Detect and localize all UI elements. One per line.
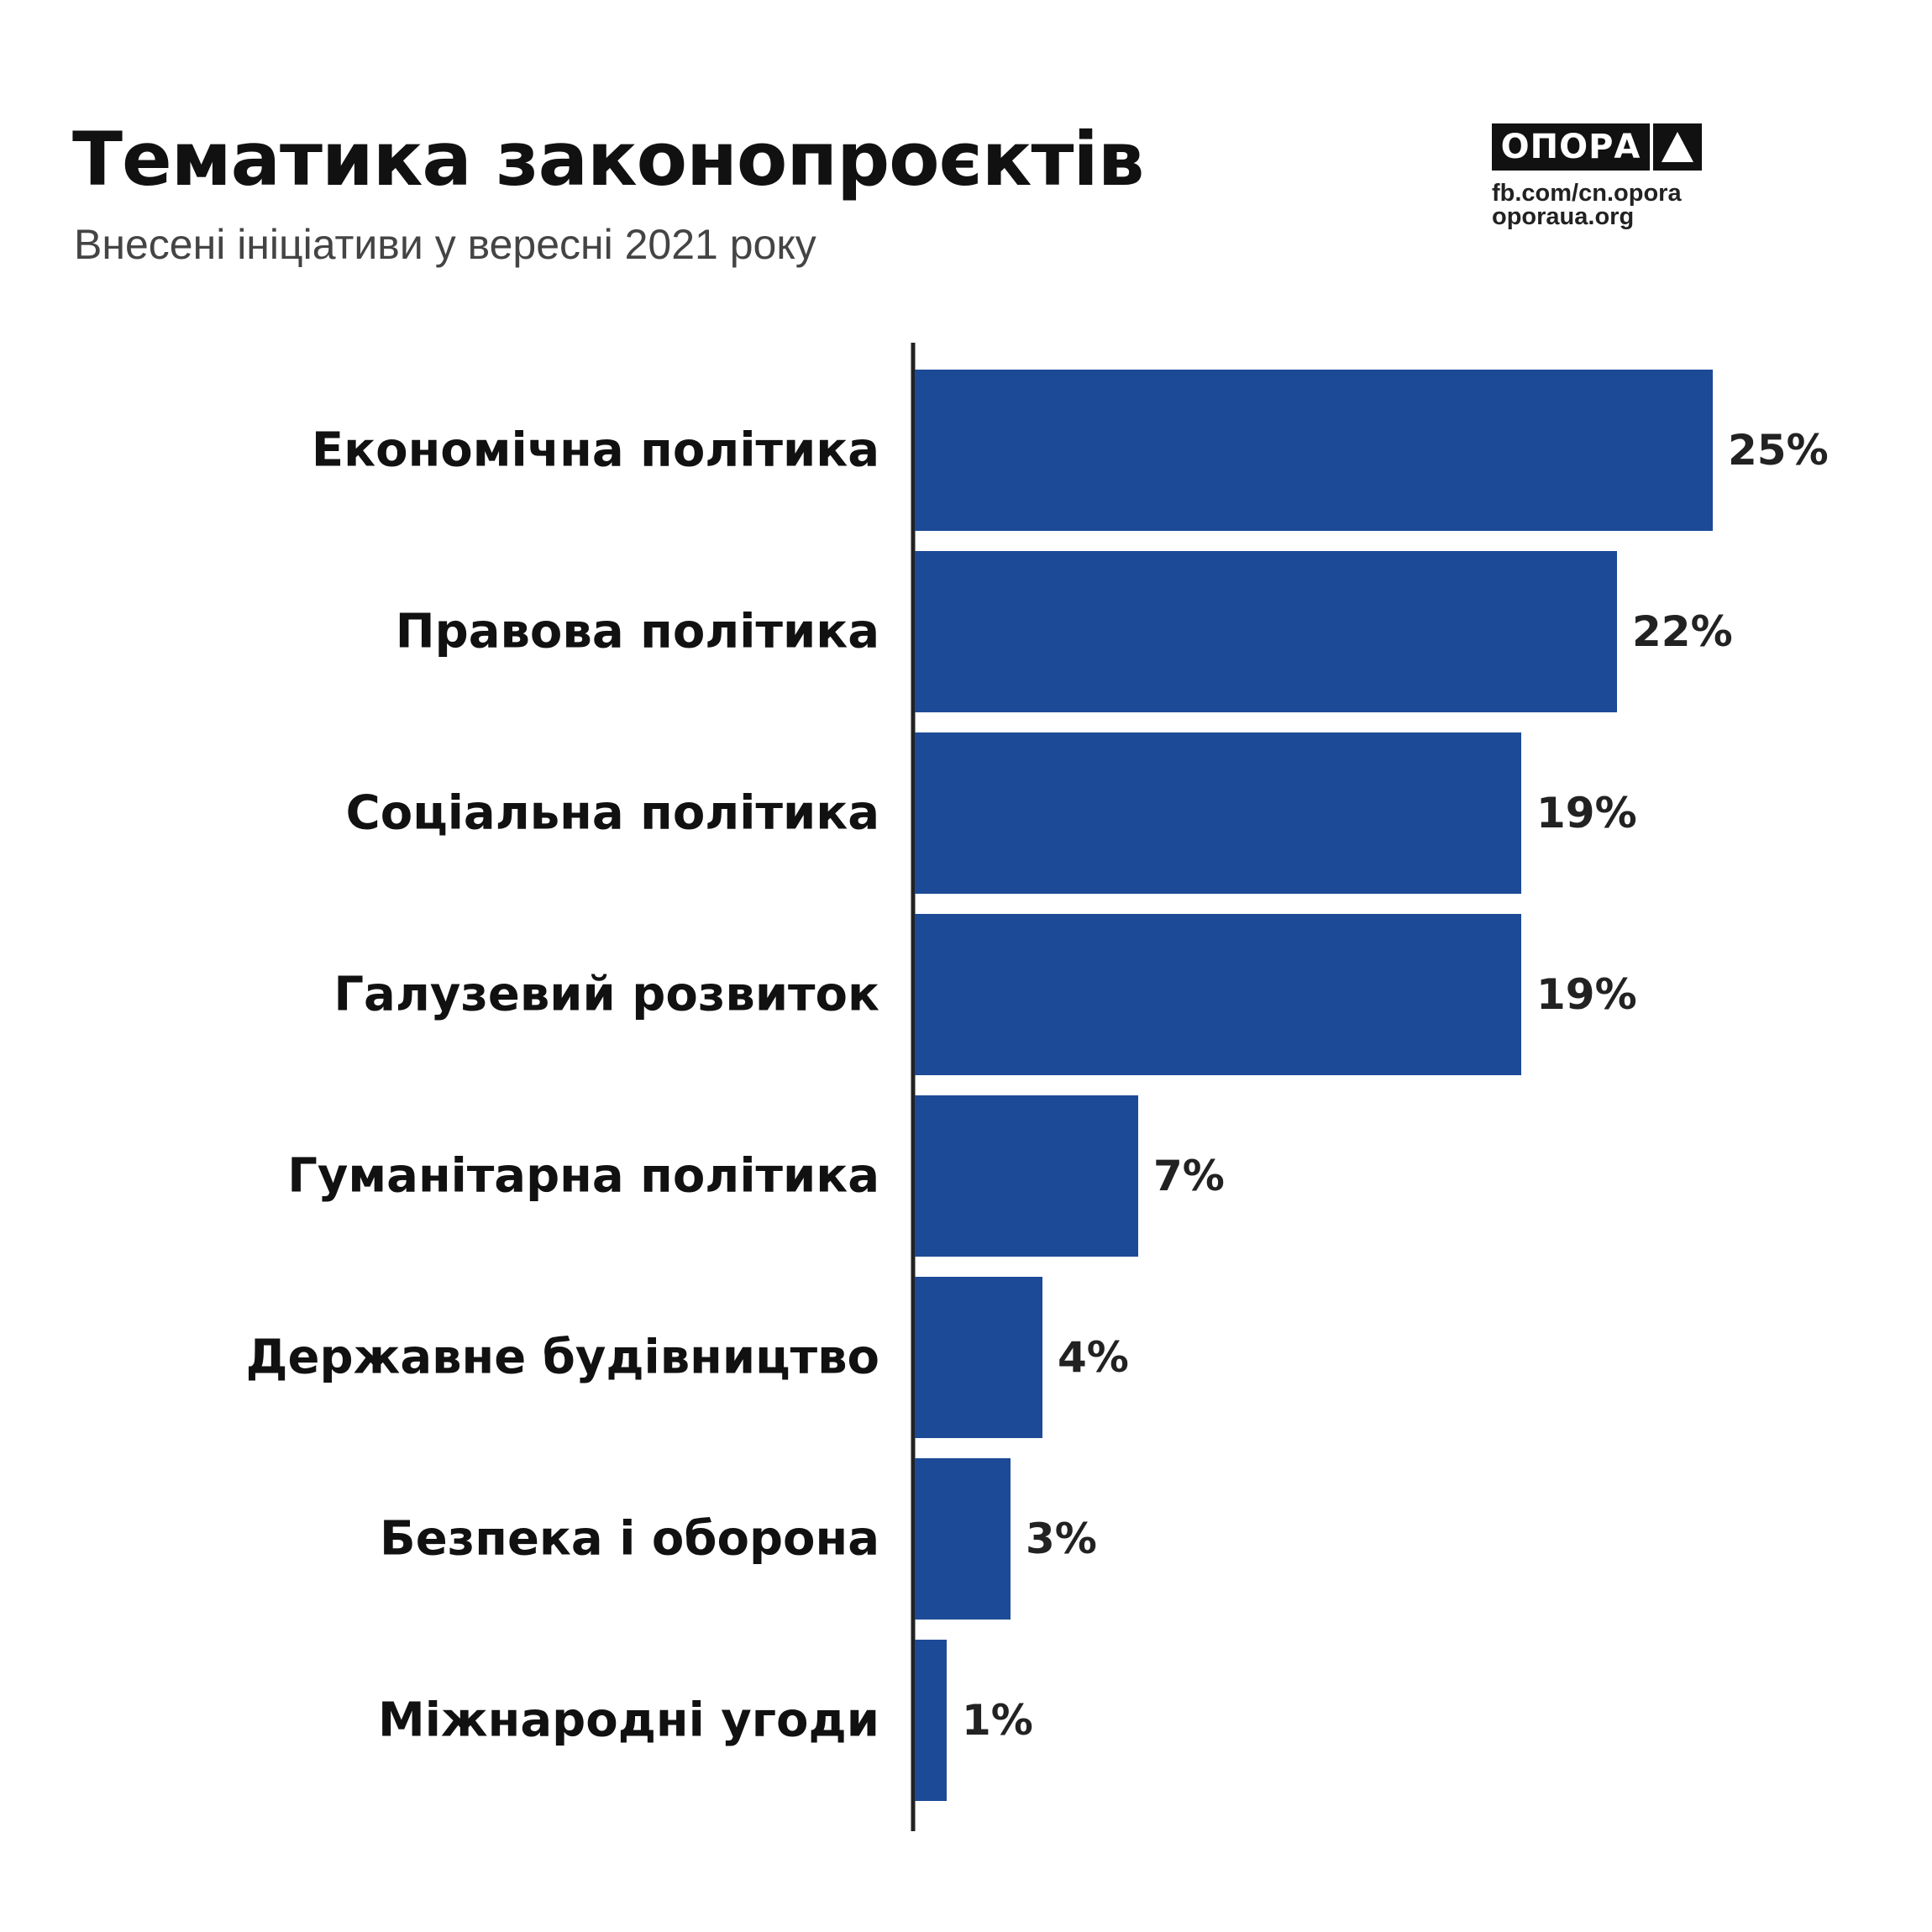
value-label: 7%	[1153, 1152, 1225, 1200]
chart-subtitle: Внесені ініціативи у вересні 2021 року	[74, 221, 816, 268]
logo-text: ОПОРА	[1492, 123, 1650, 171]
triangle-icon	[1653, 123, 1702, 171]
category-label: Гуманітарна політика	[287, 1149, 879, 1204]
value-label: 22%	[1632, 607, 1733, 656]
category-label: Правова політика	[396, 605, 879, 659]
opora-logo[interactable]: ОПОРА	[1492, 123, 1702, 171]
category-label: Державне будівництво	[246, 1331, 879, 1385]
chart-title: Тематика законопроєктів	[72, 116, 1144, 202]
bar	[915, 551, 1617, 712]
category-label: Безпека і оборона	[380, 1512, 879, 1567]
facebook-link[interactable]: fb.com/cn.opora	[1492, 180, 1682, 207]
website-link[interactable]: oporaua.org	[1492, 203, 1635, 230]
category-label: Економічна політика	[312, 423, 879, 478]
value-label: 3%	[1026, 1515, 1097, 1563]
value-label: 4%	[1058, 1333, 1129, 1382]
bar	[915, 1640, 947, 1801]
bar	[915, 370, 1713, 531]
value-label: 25%	[1728, 426, 1829, 475]
category-label: Галузевий розвиток	[333, 968, 879, 1022]
bar	[915, 732, 1521, 894]
category-label: Соціальна політика	[346, 786, 879, 841]
bar	[915, 1095, 1138, 1257]
value-label: 19%	[1536, 789, 1637, 837]
bar	[915, 914, 1521, 1075]
value-label: 1%	[962, 1696, 1033, 1745]
bar	[915, 1458, 1011, 1620]
category-label: Міжнародні угоди	[378, 1693, 879, 1748]
value-label: 19%	[1536, 970, 1637, 1019]
bar	[915, 1277, 1042, 1438]
